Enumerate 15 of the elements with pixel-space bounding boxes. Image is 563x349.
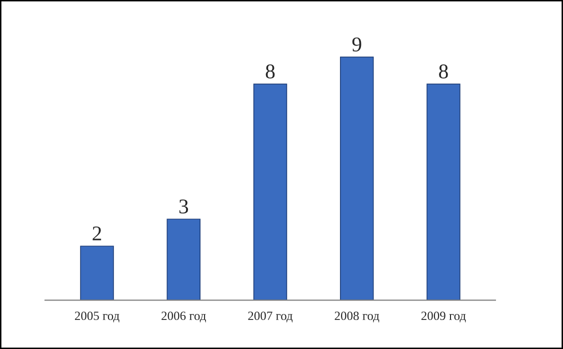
data-label: 3: [179, 200, 188, 214]
x-tick-label: 2005 год: [74, 312, 120, 322]
x-tick-label: 2007 год: [248, 312, 293, 322]
bar: [253, 84, 288, 300]
data-label: 9: [352, 37, 362, 52]
bar: [426, 84, 460, 300]
data-label: 8: [266, 64, 275, 78]
bar: [166, 218, 200, 300]
bar: [340, 56, 374, 300]
bar: [80, 246, 114, 300]
data-label: 8: [439, 64, 448, 78]
data-label: 2: [92, 226, 102, 240]
x-tick-label: 2009 год: [421, 312, 466, 322]
x-tick-label: 2008 год: [334, 312, 380, 322]
x-tick-label: 2006 год: [162, 312, 206, 322]
